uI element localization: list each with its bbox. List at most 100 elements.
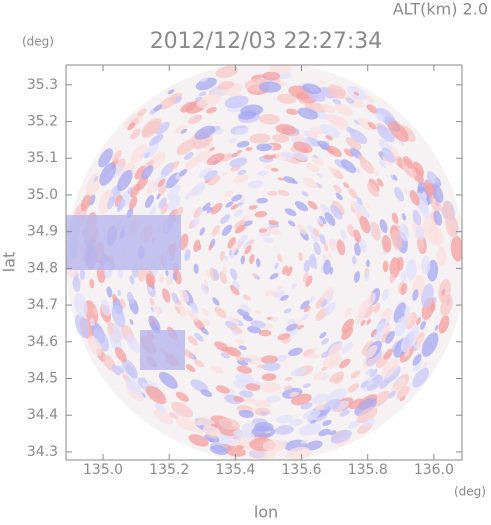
radar-cell [171,401,194,418]
radar-cell [231,194,243,202]
radar-cell [324,302,336,316]
radar-cell [237,234,248,245]
radar-cell [347,383,360,393]
radar-cell [175,417,196,431]
radar-cell [191,216,200,229]
radar-cell [313,242,321,256]
radar-cell [421,283,434,308]
radar-cell [296,224,307,235]
radar-cell [354,397,377,416]
radar-cell [236,140,250,148]
radar-cell [433,210,443,226]
radar-cell [372,390,390,407]
radar-cell [204,170,218,181]
radar-cell [262,361,281,372]
radar-cell [183,152,194,161]
radar-cell [99,162,117,186]
radar-cell [349,398,364,410]
radar-cell [320,299,328,308]
radar-cell [356,196,363,205]
radar-cell [376,124,395,143]
radar-cell [412,161,425,177]
radar-cell [281,338,291,344]
radar-cell [231,152,239,158]
radar-cell [218,418,241,430]
radar-cell [383,323,391,334]
radar-cell [117,169,133,191]
radar-cell [315,111,329,120]
radar-cell [320,80,327,85]
radar-cell [420,320,426,330]
radar-cell [254,422,274,432]
radar-cell [343,182,350,189]
radar-cell [189,302,199,315]
radar-cell [322,352,341,368]
radar-cell [234,224,245,234]
radar-cell [209,444,229,456]
radar-cell [333,376,344,384]
radar-cell [72,276,81,292]
radar-cell [253,275,260,280]
radar-cell [232,280,241,290]
radar-cell [206,107,217,114]
radar-cell [87,335,102,357]
radar-cell [198,91,207,97]
radar-cell [205,270,210,278]
radar-cell [405,259,417,281]
radar-cell [89,278,95,289]
radar-cell [145,385,167,405]
radar-cell [250,320,266,329]
radar-cell [378,139,392,152]
x-tick-label: 135.6 [282,462,322,478]
radar-cell [231,242,239,254]
radar-cell [262,71,281,81]
radar-cell [253,399,271,408]
radar-cell [167,194,181,212]
radar-cell [422,362,428,369]
radar-cell [328,114,349,130]
radar-cell [369,368,378,377]
radar-cell [201,307,209,317]
radar-cell [298,100,306,104]
radar-cell [335,192,343,201]
radar-cell [315,297,326,309]
radar-field [66,65,462,460]
radar-cell [325,135,333,141]
radar-cell [117,267,124,279]
radar-cell [244,245,252,255]
radar-cell [200,389,213,398]
x-tick-label: 135.4 [215,462,255,478]
radar-cell [214,128,225,135]
radar-cell [146,180,158,195]
radar-cell [400,283,408,296]
radar-cell [367,182,379,197]
radar-cell [273,290,286,298]
radar-cell [381,147,396,163]
x-tick-label: 136.0 [414,462,454,478]
radar-cell [233,209,244,217]
radar-cell [111,364,121,376]
radar-cell [194,359,205,368]
radar-cell [284,208,297,217]
radar-cell [412,209,422,226]
radar-cell [395,376,402,384]
radar-cell [249,253,255,264]
radar-cell [382,288,389,301]
radar-cell [311,347,317,352]
y-tick-label: 34.9 [27,224,58,240]
radar-cell [160,203,169,215]
radar-cell [247,180,264,189]
radar-cell [259,113,280,125]
radar-cell [106,286,113,298]
radar-cell [385,330,396,344]
radar-cell [307,224,315,234]
radar-cell [231,330,239,335]
radar-cell [388,121,409,142]
y-unit: (deg) [22,35,54,49]
radar-cell [300,439,309,444]
radar-cell [328,342,344,356]
radar-cell [340,159,357,174]
radar-cell [353,271,361,283]
radar-cell [207,175,221,186]
